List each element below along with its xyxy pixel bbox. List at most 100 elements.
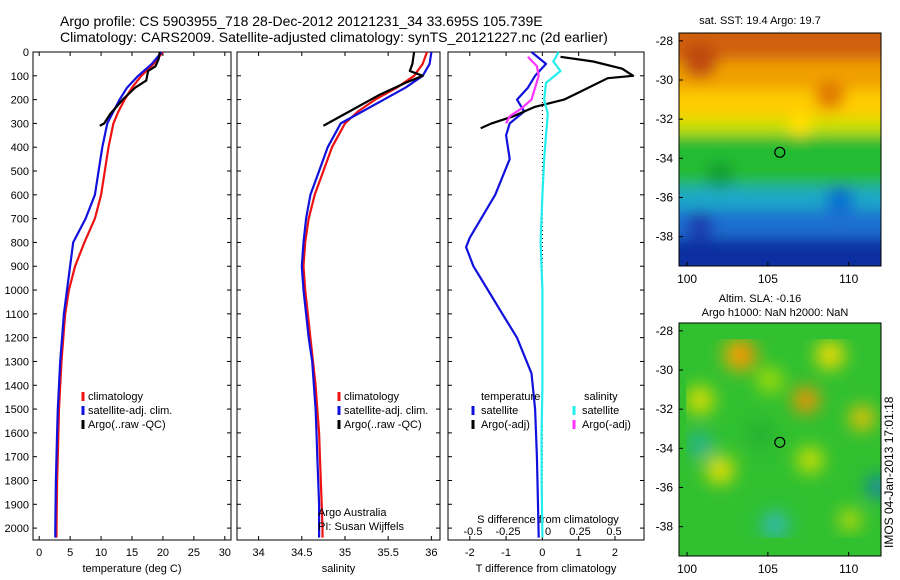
temperature-panel: 0100200300400500600700800900100011001200… — [5, 47, 232, 575]
sla_map-ytick-label: -28 — [656, 324, 674, 338]
legend-label: Argo(..raw -QC) — [88, 419, 166, 431]
depth-tick-label: 1400 — [5, 380, 29, 392]
salinity-diff-tick-label: 0.5 — [606, 526, 621, 538]
difference-panel: -2 -1 0 1 2 T difference from climatology -0.5… — [447, 51, 645, 575]
sst_map-ytick-label: -28 — [656, 34, 674, 48]
annotation-text: PI: Susan Wijffels — [318, 521, 404, 533]
timestamp-credit: IMOS 04-Jan-2013 17:01:18 — [882, 396, 896, 548]
legend-label: satellite — [582, 405, 619, 417]
depth-tick-label: 300 — [11, 118, 29, 130]
depth-tick-label: 700 — [11, 214, 29, 226]
sst_map-ytick-label: -32 — [656, 112, 674, 126]
sla_map-xtick-label: 110 — [839, 562, 858, 576]
series-line-argo--adj- — [505, 56, 540, 124]
sst_map-xtick-label: 100 — [677, 272, 697, 286]
salinity-xtick-label: 35 — [339, 547, 351, 559]
legend-label: satellite — [481, 405, 518, 417]
depth-tick-label: 0 — [23, 47, 29, 59]
series-line-argo---raw--qc- — [99, 51, 161, 127]
depth-tick-label: 1900 — [5, 499, 29, 511]
depth-tick-label: 400 — [11, 142, 29, 154]
salinity-panel: 34 34.5 35 35.5 36 salinity climatology satelli… — [236, 51, 441, 575]
sst_map-ytick-label: -30 — [656, 73, 674, 87]
sla_map-xtick-label: 100 — [677, 562, 697, 576]
temperature-xlabel: temperature (deg C) — [82, 563, 181, 575]
legend-label: climatology — [344, 391, 400, 403]
temperature-xtick-label: 5 — [67, 547, 73, 559]
series-line-satellite-adj--clim- — [54, 51, 163, 538]
temperature-xtick-label: 10 — [95, 547, 107, 559]
sst-heatmap — [679, 33, 881, 266]
sla-heatmap — [679, 323, 881, 556]
legend-label: salinity — [584, 391, 618, 403]
temperature-xtick-label: 30 — [219, 547, 231, 559]
depth-tick-label: 1100 — [5, 309, 29, 321]
sla-map-title: Altim. SLA: -0.16 — [719, 293, 802, 305]
salinity-xtick-label: 34.5 — [291, 547, 312, 559]
sst_map-ytick-label: -36 — [656, 190, 674, 204]
series-line-argo---raw--qc- — [322, 51, 424, 127]
legend-label: climatology — [88, 391, 144, 403]
header-line-1: Argo profile: CS 5903955_718 28-Dec-2012… — [60, 13, 543, 29]
sla-map-frame — [678, 322, 882, 557]
legend-label: satellite-adj. clim. — [88, 405, 172, 417]
sla-map-subtitle: Argo h1000: NaN h2000: NaN — [702, 307, 849, 319]
series-line-argo--adj- — [480, 55, 635, 130]
difference-xtick-label: -2 — [465, 547, 475, 559]
argo-location-marker-sst — [774, 146, 786, 158]
sst-map-frame — [678, 32, 882, 267]
sst-map-panel: sat. SST: 19.4 Argo: 19.7 100 105 1 — [656, 15, 882, 286]
salinity-xlabel: salinity — [322, 563, 356, 575]
depth-tick-label: 100 — [11, 71, 29, 83]
sst_map-ytick-label: -38 — [656, 230, 674, 244]
sla-map-axes: 100 105 110 -28 -30 -32 -34 -36 -38 — [656, 324, 859, 576]
depth-tick-label: 200 — [11, 95, 29, 107]
sla-map-panel: Altim. SLA: -0.16 Argo h1000: NaN h2000:… — [656, 293, 882, 576]
legend-label: Argo(-adj) — [481, 419, 530, 431]
sla_map-ytick-label: -34 — [656, 441, 674, 455]
sst_map-xtick-label: 110 — [839, 272, 858, 286]
legend-label: temperature — [481, 391, 540, 403]
annotation-text: Argo Australia — [318, 507, 387, 519]
series-line-satellite-adj--clim- — [300, 51, 433, 538]
series-line-climatology — [302, 51, 429, 538]
salinity-xtick-label: 34 — [252, 547, 264, 559]
depth-tick-label: 600 — [11, 190, 29, 202]
temperature-xtick-label: 20 — [157, 547, 169, 559]
series-line-satellite — [539, 51, 562, 538]
profile-panels: 0100200300400500600700800900100011001200… — [5, 47, 645, 575]
salinity-diff-tick-label: -0.25 — [495, 526, 520, 538]
legend-label: Argo(..raw -QC) — [344, 419, 422, 431]
depth-tick-label: 1300 — [5, 356, 29, 368]
depth-tick-label: 1800 — [5, 475, 29, 487]
sst-map-axes: 100 105 110 -28 -30 -32 -34 -36 -38 — [656, 34, 859, 286]
salinity-diff-tick-label: 0 — [545, 526, 551, 538]
sst_map-ytick-label: -34 — [656, 151, 674, 165]
temperature-xtick-label: 25 — [188, 547, 200, 559]
salinity-axes-frame — [236, 51, 441, 541]
sst_map-xtick-label: 105 — [758, 272, 778, 286]
difference-xtick-label: -1 — [501, 547, 511, 559]
difference-axes-frame — [447, 51, 645, 541]
salinity-diff-tick-label: -0.5 — [464, 526, 483, 538]
series-line-satellite — [465, 51, 548, 538]
depth-tick-label: 2000 — [5, 523, 29, 535]
temperature-xtick-label: 15 — [126, 547, 138, 559]
series-line-climatology — [55, 51, 164, 538]
sla_map-ytick-label: -32 — [656, 402, 674, 416]
depth-tick-label: 1700 — [5, 452, 29, 464]
salinity-diff-tick-label: 0.25 — [569, 526, 590, 538]
difference-xtick-label: 2 — [612, 547, 618, 559]
sla_map-ytick-label: -38 — [656, 520, 674, 534]
depth-tick-label: 1200 — [5, 333, 29, 345]
depth-tick-label: 1000 — [5, 285, 29, 297]
depth-tick-label: 1600 — [5, 428, 29, 440]
header-line-2: Climatology: CARS2009. Satellite-adjuste… — [60, 29, 608, 45]
sst-map-title: sat. SST: 19.4 Argo: 19.7 — [699, 15, 821, 27]
argo-location-marker-sla — [774, 436, 786, 448]
difference-xtick-label: 1 — [576, 547, 582, 559]
temperature-xtick-label: 0 — [36, 547, 42, 559]
depth-tick-label: 900 — [11, 261, 29, 273]
sla_map-xtick-label: 105 — [758, 562, 778, 576]
sla_map-ytick-label: -30 — [656, 363, 674, 377]
